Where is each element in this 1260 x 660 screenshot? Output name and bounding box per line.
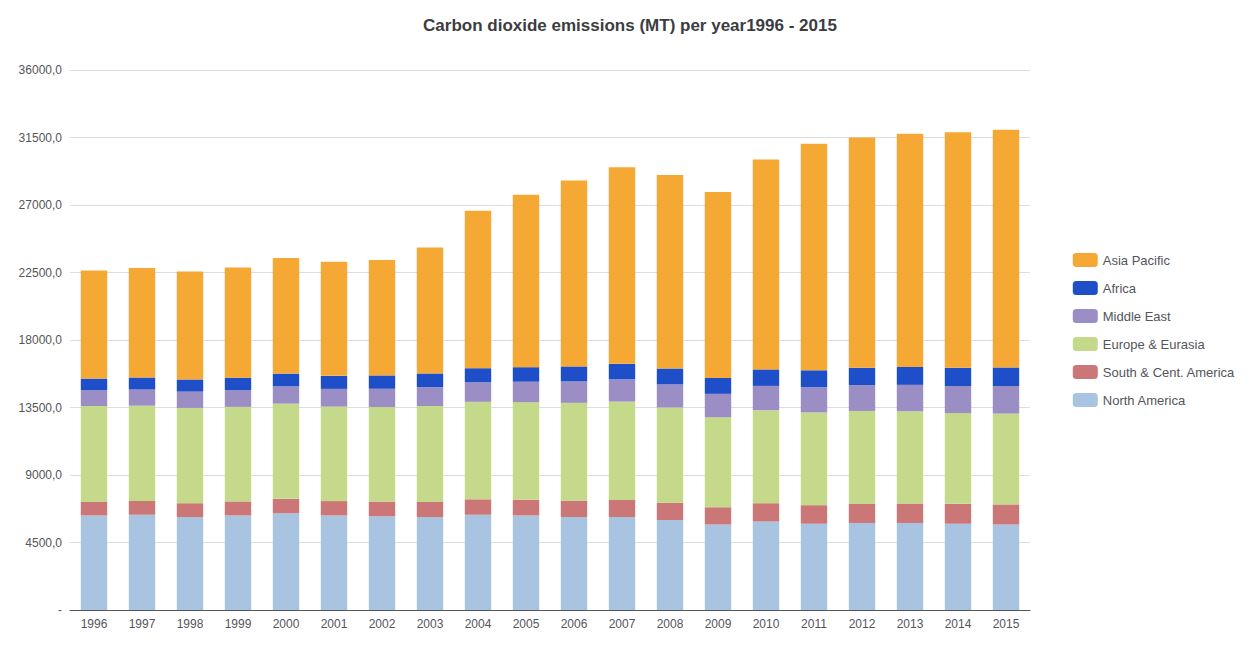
svg-text:1998: 1998 (177, 617, 204, 631)
svg-text:13500,0: 13500,0 (19, 401, 63, 415)
svg-text:2001: 2001 (321, 617, 348, 631)
svg-text:2008: 2008 (657, 617, 684, 631)
svg-text:1999: 1999 (225, 617, 252, 631)
svg-text:2004: 2004 (465, 617, 492, 631)
svg-text:4500,0: 4500,0 (25, 536, 62, 550)
svg-text:2010: 2010 (753, 617, 780, 631)
svg-text:Asia Pacific: Asia Pacific (1103, 253, 1171, 268)
svg-text:Middle East: Middle East (1103, 309, 1171, 324)
svg-text:2006: 2006 (561, 617, 588, 631)
svg-text:9000,0: 9000,0 (25, 468, 62, 482)
svg-text:2007: 2007 (609, 617, 636, 631)
svg-text:2015: 2015 (993, 617, 1020, 631)
svg-text:Europe & Eurasia: Europe & Eurasia (1103, 337, 1206, 352)
svg-text:South & Cent. America: South & Cent. America (1103, 365, 1235, 380)
svg-text:31500,0: 31500,0 (19, 131, 63, 145)
svg-text:1996: 1996 (81, 617, 108, 631)
svg-text:2005: 2005 (513, 617, 540, 631)
svg-text:22500,0: 22500,0 (19, 266, 63, 280)
svg-text:Africa: Africa (1103, 281, 1137, 296)
svg-text:18000,0: 18000,0 (19, 333, 63, 347)
svg-text:2000: 2000 (273, 617, 300, 631)
svg-text:2012: 2012 (849, 617, 876, 631)
svg-text:2014: 2014 (945, 617, 972, 631)
svg-text:2013: 2013 (897, 617, 924, 631)
svg-text:27000,0: 27000,0 (19, 198, 63, 212)
svg-text:Carbon dioxide emissions (MT): Carbon dioxide emissions (MT) per year19… (423, 16, 837, 35)
svg-text:36000,0: 36000,0 (19, 63, 63, 77)
svg-text:2009: 2009 (705, 617, 732, 631)
svg-text:North America: North America (1103, 393, 1186, 408)
svg-text:1997: 1997 (129, 617, 156, 631)
svg-text:-: - (58, 603, 62, 617)
svg-text:2003: 2003 (417, 617, 444, 631)
svg-text:2011: 2011 (801, 617, 827, 631)
svg-text:2002: 2002 (369, 617, 396, 631)
